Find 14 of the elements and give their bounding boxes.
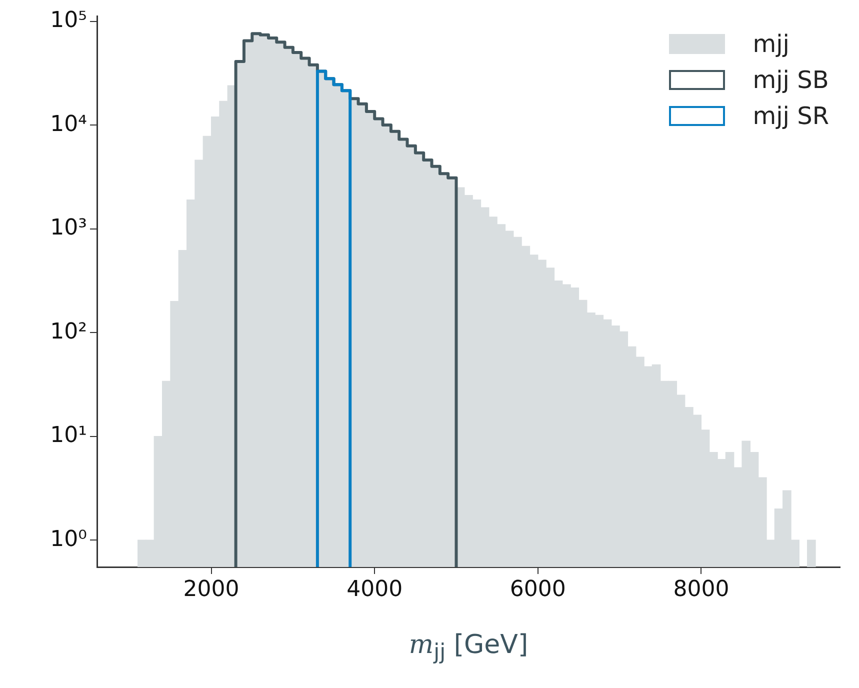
y-tick-label: 10⁴: [50, 112, 88, 137]
y-tick-label: 10²: [50, 319, 87, 344]
legend-label: mjj SB: [752, 66, 829, 94]
x-tick-label: 2000: [183, 576, 240, 602]
y-tick-label: 10¹: [50, 423, 87, 448]
y-tick-label: 10⁵: [50, 8, 87, 34]
x-tick-label: 8000: [673, 576, 730, 602]
y-tick-label: 10⁰: [50, 526, 88, 552]
legend-label: mjj: [752, 30, 790, 58]
x-tick-label: 6000: [510, 576, 566, 602]
x-tick-label: 4000: [346, 576, 403, 602]
legend-label: mjj SR: [752, 102, 829, 130]
x-axis-title: m$_{jj}$ [GeV]: [408, 630, 530, 666]
y-tick-label: 10³: [50, 216, 87, 241]
